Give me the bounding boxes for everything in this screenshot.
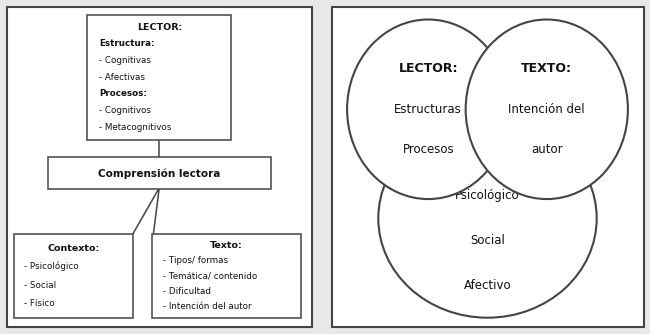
Text: - Metacognitivos: - Metacognitivos <box>99 123 171 132</box>
Text: - Psicológico: - Psicológico <box>24 262 79 272</box>
Text: TEXTO:: TEXTO: <box>521 62 572 75</box>
Text: - Social: - Social <box>24 281 56 290</box>
Text: Social: Social <box>470 234 505 247</box>
Ellipse shape <box>465 19 628 199</box>
Text: Contexto:: Contexto: <box>47 243 100 253</box>
Text: - Afectivas: - Afectivas <box>99 73 145 82</box>
Ellipse shape <box>347 19 510 199</box>
Text: Estructuras: Estructuras <box>395 103 462 116</box>
Text: Afectivo: Afectivo <box>463 279 512 292</box>
Text: - Temática/ contenido: - Temática/ contenido <box>163 272 257 281</box>
FancyBboxPatch shape <box>14 234 133 318</box>
FancyBboxPatch shape <box>151 234 302 318</box>
Text: autor: autor <box>531 143 563 156</box>
Text: Procesos:: Procesos: <box>99 90 147 99</box>
Text: Intención del: Intención del <box>508 103 585 116</box>
Text: LECTOR:: LECTOR: <box>136 23 182 32</box>
FancyBboxPatch shape <box>88 15 231 140</box>
Text: CONTEXTO:: CONTEXTO: <box>447 145 528 158</box>
Text: Estructura:: Estructura: <box>99 39 155 48</box>
FancyBboxPatch shape <box>6 7 312 327</box>
Text: - Cognitivos: - Cognitivos <box>99 106 151 115</box>
Text: LECTOR:: LECTOR: <box>398 62 458 75</box>
Text: Texto:: Texto: <box>210 241 243 250</box>
Text: - Tipos/ formas: - Tipos/ formas <box>163 257 229 266</box>
Text: Procesos: Procesos <box>402 143 454 156</box>
Text: - Cognitivas: - Cognitivas <box>99 56 151 65</box>
Text: - Intención del autor: - Intención del autor <box>163 302 252 311</box>
Text: - Dificultad: - Dificultad <box>163 287 211 296</box>
Ellipse shape <box>378 119 597 318</box>
Text: Psicológico: Psicológico <box>455 189 520 202</box>
Text: - Físico: - Físico <box>24 300 55 309</box>
FancyBboxPatch shape <box>332 7 644 327</box>
FancyBboxPatch shape <box>47 157 271 189</box>
Text: Comprensión lectora: Comprensión lectora <box>98 168 220 179</box>
